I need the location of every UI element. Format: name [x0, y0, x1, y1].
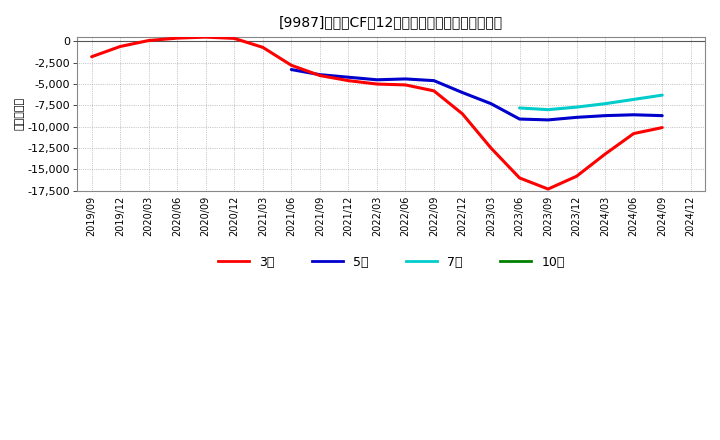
Y-axis label: （百万円）: （百万円）	[15, 97, 25, 131]
Legend: 3年, 5年, 7年, 10年: 3年, 5年, 7年, 10年	[212, 251, 570, 274]
Title: [9987]　投賄CFの12か月移動合計の平均値の推移: [9987] 投賄CFの12か月移動合計の平均値の推移	[279, 15, 503, 29]
